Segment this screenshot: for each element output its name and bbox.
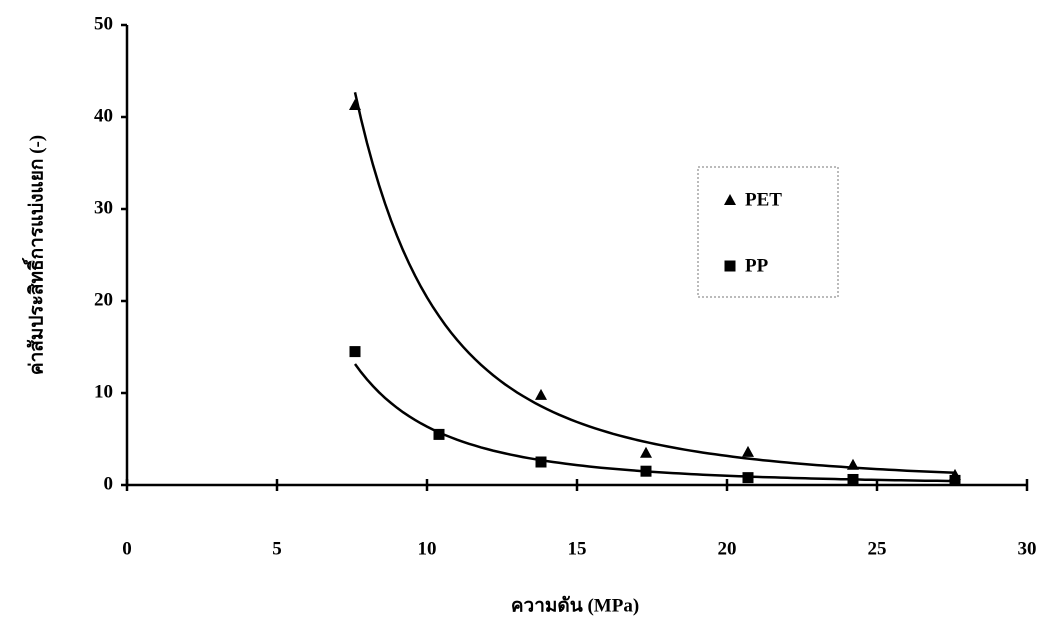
trendline <box>353 363 956 483</box>
y-tick-label: 30 <box>94 197 113 218</box>
x-tick-label: 25 <box>868 538 887 559</box>
legend-box <box>697 166 839 298</box>
data-point <box>742 472 754 484</box>
x-tick-label: 0 <box>122 538 132 559</box>
legend-marker <box>724 260 736 272</box>
x-tick-label: 15 <box>568 538 587 559</box>
data-point <box>433 428 445 440</box>
data-point <box>349 346 361 358</box>
x-tick-label: 20 <box>718 538 737 559</box>
legend-marker <box>724 194 736 205</box>
data-point <box>535 456 547 468</box>
data-point <box>742 445 754 457</box>
data-point <box>847 458 859 470</box>
data-point <box>949 474 961 486</box>
y-tick-label: 20 <box>94 289 113 310</box>
y-tick-label: 10 <box>94 381 113 402</box>
data-point <box>847 473 859 485</box>
legend-label: PET <box>745 189 782 210</box>
y-tick-label: 0 <box>104 473 114 494</box>
trendline <box>353 92 956 475</box>
y-tick-label: 50 <box>94 13 113 34</box>
x-tick-label: 5 <box>272 538 282 559</box>
data-point <box>349 99 361 111</box>
y-axis-title: ค่าสัมประสิทธิ์การแบ่งแยก (-) <box>21 135 47 375</box>
y-tick-label: 40 <box>94 105 113 126</box>
x-axis-title: ความดัน (MPa) <box>511 595 639 616</box>
data-point <box>640 465 652 477</box>
x-tick-label: 10 <box>418 538 437 559</box>
data-point <box>535 388 547 400</box>
data-point <box>640 446 652 458</box>
x-tick-label: 30 <box>1018 538 1037 559</box>
legend-label: PP <box>745 255 769 276</box>
